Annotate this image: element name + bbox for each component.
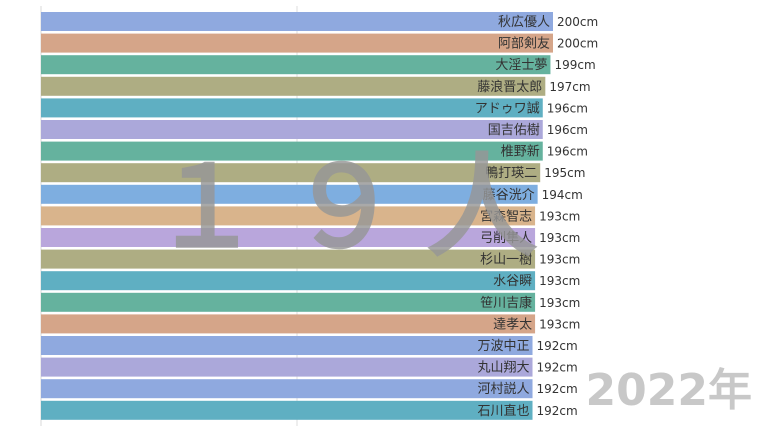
bar-value-label: 196cm [547, 101, 588, 115]
bar-name-label: 宮森智志 [480, 208, 532, 224]
bar-value-label: 193cm [539, 274, 580, 288]
bar-value-label: 195cm [544, 166, 585, 180]
bar-name-label: 笹川吉康 [480, 295, 532, 311]
bar-value-label: 192cm [537, 361, 578, 375]
bar-name-label: アドゥワ誠 [475, 101, 540, 116]
bar-value-label: 192cm [537, 339, 578, 353]
bar-value-label: 192cm [537, 404, 578, 418]
year-label: 2022年 [585, 365, 752, 416]
bar-11 [41, 249, 536, 269]
bar-value-label: 199cm [554, 58, 595, 72]
bar-4 [41, 98, 543, 118]
bar-name-label: 藤谷洸介 [483, 188, 535, 203]
bar-series: 秋広優人 200cm 阿部剣友 200cm 大淫士夢 199cm 藤浪晋太郎 197cm アドゥ… [41, 12, 598, 420]
bar-name-label: 国吉佑樹 [488, 123, 540, 138]
bar-value-label: 196cm [547, 123, 588, 137]
bar-value-label: 193cm [539, 317, 580, 331]
bar-17 [41, 379, 533, 399]
bar-16 [41, 357, 533, 377]
bar-name-label: 石川直也 [478, 404, 530, 419]
bar-9 [41, 206, 536, 226]
bar-name-label: 藤浪晋太郎 [477, 80, 542, 95]
bar-value-label: 196cm [547, 145, 588, 159]
bar-name-label: 秋広優人 [498, 15, 550, 30]
bar-value-label: 192cm [537, 382, 578, 396]
bar-value-label: 200cm [557, 37, 598, 51]
bar-13 [41, 292, 536, 312]
bar-value-label: 193cm [539, 231, 580, 245]
bar-1 [41, 33, 553, 53]
bar-name-label: 弓削隼人 [480, 230, 532, 246]
bar-name-label: 万波中正 [478, 339, 530, 354]
bar-6 [41, 141, 543, 161]
bar-name-label: 達孝太 [493, 317, 532, 332]
bar-name-label: 丸山翔大 [478, 361, 530, 376]
bar-2 [41, 55, 551, 75]
bar-name-label: 阿部剣友 [498, 36, 550, 52]
bar-8 [41, 184, 538, 204]
bar-10 [41, 228, 536, 247]
bar-name-label: 大淫士夢 [495, 58, 547, 73]
bar-value-label: 194cm [542, 188, 583, 202]
bar-12 [41, 271, 536, 291]
bar-value-label: 193cm [539, 296, 580, 310]
bar-0 [41, 12, 553, 31]
bar-18 [41, 400, 533, 420]
bar-14 [41, 314, 536, 334]
bar-3 [41, 76, 546, 96]
bar-value-label: 193cm [539, 253, 580, 267]
bar-7 [41, 163, 541, 183]
bar-name-label: 椎野新 [501, 144, 540, 160]
bar-15 [41, 336, 533, 355]
bar-value-label: 197cm [549, 80, 590, 94]
bar-name-label: 水谷瞬 [493, 274, 532, 289]
bar-value-label: 200cm [557, 15, 598, 29]
bar-name-label: 杉山一樹 [480, 253, 532, 268]
bar-name-label: 鴨打瑛二 [485, 166, 537, 181]
bar-name-label: 河村説人 [478, 381, 530, 397]
bar-5 [41, 120, 543, 139]
bar-value-label: 193cm [539, 209, 580, 223]
